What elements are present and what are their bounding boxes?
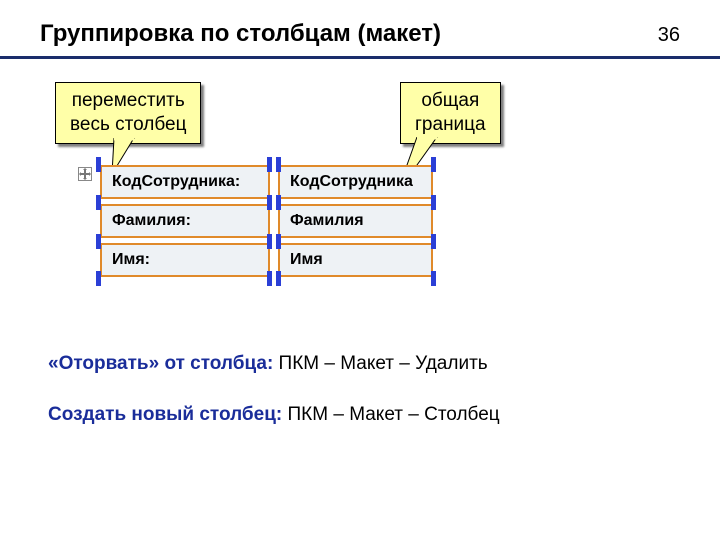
slide-title: Группировка по столбцам (макет) <box>40 20 441 48</box>
selection-marker[interactable] <box>276 157 281 172</box>
field-grid: КодСотрудника: КодСотрудника Фамилия: Фа… <box>100 165 433 277</box>
callout-text: переместить <box>72 90 185 111</box>
instruction-line: «Оторвать» от столбца: ПКМ – Макет – Уда… <box>48 350 500 379</box>
callout-move-column: переместить весь столбец <box>55 82 201 144</box>
callout-text: весь столбец <box>70 114 186 135</box>
selection-marker[interactable] <box>96 195 101 210</box>
label-cell[interactable]: Фамилия: <box>100 204 270 238</box>
instructions-block: «Оторвать» от столбца: ПКМ – Макет – Уда… <box>48 350 500 451</box>
selection-marker[interactable] <box>267 271 272 286</box>
page-number: 36 <box>658 24 680 47</box>
selection-marker[interactable] <box>431 234 436 249</box>
layout-grid: КодСотрудника: КодСотрудника Фамилия: Фа… <box>100 165 433 277</box>
selection-marker[interactable] <box>276 195 281 210</box>
selection-marker[interactable] <box>431 157 436 172</box>
selection-marker[interactable] <box>267 157 272 172</box>
selection-marker[interactable] <box>431 271 436 286</box>
instruction-emph: Создать новый столбец: <box>48 404 282 425</box>
selection-marker[interactable] <box>96 157 101 172</box>
callout-text: граница <box>415 114 486 135</box>
field-cell[interactable]: Имя <box>278 243 433 277</box>
selection-marker[interactable] <box>276 271 281 286</box>
selection-marker[interactable] <box>96 234 101 249</box>
slide-header: Группировка по столбцам (макет) 36 <box>0 0 720 59</box>
field-cell[interactable]: КодСотрудника <box>278 165 433 199</box>
selection-marker[interactable] <box>267 234 272 249</box>
field-cell[interactable]: Фамилия <box>278 204 433 238</box>
selection-marker[interactable] <box>96 271 101 286</box>
callout-text: общая <box>421 90 479 111</box>
instruction-line: Создать новый столбец: ПКМ – Макет – Сто… <box>48 401 500 430</box>
selection-marker[interactable] <box>276 234 281 249</box>
selection-marker[interactable] <box>431 195 436 210</box>
label-cell[interactable]: Имя: <box>100 243 270 277</box>
callout-shared-border: общая граница <box>400 82 501 144</box>
instruction-rest: ПКМ – Макет – Удалить <box>273 353 487 374</box>
selection-marker[interactable] <box>267 195 272 210</box>
instruction-rest: ПКМ – Макет – Столбец <box>282 404 499 425</box>
move-handle-icon[interactable] <box>78 167 92 181</box>
instruction-emph: «Оторвать» от столбца: <box>48 353 273 374</box>
label-cell[interactable]: КодСотрудника: <box>100 165 270 199</box>
